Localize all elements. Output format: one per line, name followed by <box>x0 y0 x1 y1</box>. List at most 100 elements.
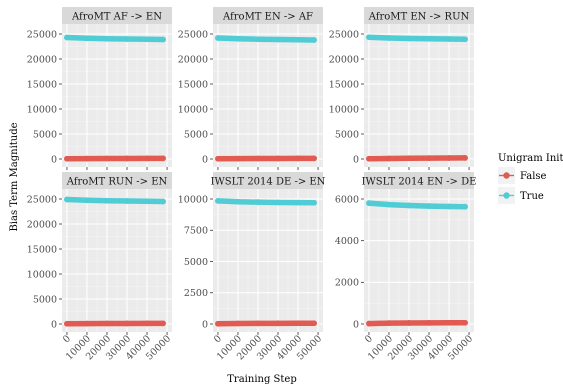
facet-panel: AfroMT AF -> EN 0 5000 10000 15000 20000 25000 <box>27 7 172 170</box>
y-tick-label: 5000 <box>184 129 208 140</box>
data-point <box>275 199 281 206</box>
facet-strip-label: IWSLT 2014 DE -> EN <box>211 177 326 188</box>
data-point <box>462 155 468 161</box>
y-axis-title: Bias Term Magnitude <box>9 122 20 231</box>
data-point <box>64 320 70 327</box>
facet-strip-label: AfroMT AF -> EN <box>71 12 162 23</box>
y-tick-label: 10000 <box>27 104 57 115</box>
data-point <box>255 155 261 162</box>
data-point <box>462 203 468 210</box>
y-tick-label: 4000 <box>335 236 359 247</box>
legend-entry-label: False <box>520 171 547 182</box>
data-point <box>124 155 130 162</box>
y-tick-label: 7500 <box>184 226 208 237</box>
data-point <box>386 201 392 208</box>
data-point <box>255 320 261 327</box>
data-point <box>311 199 317 206</box>
facet-strip <box>62 172 172 189</box>
facet-strip-label: IWSLT 2014 EN -> DE <box>362 177 477 188</box>
data-point <box>275 155 281 162</box>
data-point <box>124 36 130 42</box>
facet-panel: IWSLT 2014 DE -> EN025005000750010000010… <box>178 172 326 363</box>
data-point <box>104 155 110 162</box>
data-point <box>64 196 70 203</box>
x-tick-label: 0 <box>61 333 73 345</box>
y-tick-label: 15000 <box>27 79 57 90</box>
data-point <box>235 155 241 162</box>
data-point <box>462 36 468 43</box>
y-tick-label: 5000 <box>184 257 208 268</box>
data-point <box>144 36 150 43</box>
data-point <box>160 320 166 327</box>
data-point <box>295 199 301 206</box>
x-tick-label: 0 <box>363 333 375 345</box>
facet-strip <box>364 172 474 189</box>
data-point <box>311 155 317 162</box>
y-tick-label: 15000 <box>27 244 57 255</box>
data-point <box>386 320 392 327</box>
y-tick-label: 0 <box>51 154 57 165</box>
data-point <box>446 319 452 326</box>
y-tick-label: 6000 <box>335 194 359 205</box>
data-point <box>104 320 110 327</box>
data-point <box>215 197 221 204</box>
facet-strip-label: AfroMT EN -> AF <box>222 12 313 23</box>
data-point <box>144 320 150 327</box>
data-point <box>366 200 372 207</box>
data-point <box>215 35 221 41</box>
legend-entry-label: True <box>520 191 544 202</box>
y-tick-label: 0 <box>202 154 208 165</box>
data-point <box>84 197 90 204</box>
y-tick-label: 20000 <box>27 219 57 230</box>
data-point <box>215 155 221 162</box>
data-point <box>124 198 130 204</box>
data-point <box>386 155 392 162</box>
data-point <box>311 320 317 327</box>
data-point <box>84 35 90 42</box>
y-tick-label: 25000 <box>178 29 208 40</box>
data-point <box>84 320 90 327</box>
y-tick-label: 25000 <box>329 29 359 40</box>
data-point <box>406 202 412 209</box>
data-point <box>446 203 452 210</box>
y-tick-label: 0 <box>353 319 359 330</box>
y-tick-label: 20000 <box>27 54 57 65</box>
data-point <box>84 155 90 162</box>
facet-strip-label: AfroMT EN -> RUN <box>368 12 470 23</box>
data-point <box>406 155 412 162</box>
y-tick-label: 25000 <box>27 194 57 205</box>
y-tick-label: 10000 <box>329 104 359 115</box>
data-point <box>426 35 432 42</box>
x-axis-title: Training Step <box>227 374 296 385</box>
facet-panel: IWSLT 2014 EN -> DE020004000600001000020… <box>335 172 477 363</box>
y-tick-label: 10000 <box>27 269 57 280</box>
data-point <box>160 198 166 205</box>
y-tick-label: 0 <box>202 319 208 330</box>
x-tick-label: 0 <box>212 333 224 345</box>
y-tick-label: 2500 <box>184 288 208 299</box>
data-point <box>235 320 241 327</box>
data-point <box>311 37 317 43</box>
data-point <box>144 198 150 205</box>
legend-key-point <box>503 172 510 179</box>
data-point <box>235 35 241 42</box>
data-point <box>215 320 221 327</box>
data-point <box>275 320 281 327</box>
data-point <box>295 155 301 162</box>
y-tick-label: 15000 <box>178 79 208 90</box>
data-point <box>144 155 150 162</box>
y-tick-label: 20000 <box>329 54 359 65</box>
facet-panel: AfroMT EN -> AF 0 5000 10000 15000 20000 25000 <box>178 7 323 170</box>
data-point <box>235 198 241 205</box>
facet-strip <box>62 7 172 24</box>
data-point <box>386 35 392 41</box>
facet-panel: AfroMT RUN -> EN 0 5000 10000 15000 20000 2500… <box>27 172 173 363</box>
y-tick-label: 5000 <box>33 129 57 140</box>
data-point <box>295 320 301 327</box>
data-point <box>446 155 452 161</box>
legend-title: Unigram Init <box>498 153 563 164</box>
y-tick-label: 10000 <box>178 104 208 115</box>
data-point <box>64 34 70 41</box>
data-point <box>255 36 261 43</box>
